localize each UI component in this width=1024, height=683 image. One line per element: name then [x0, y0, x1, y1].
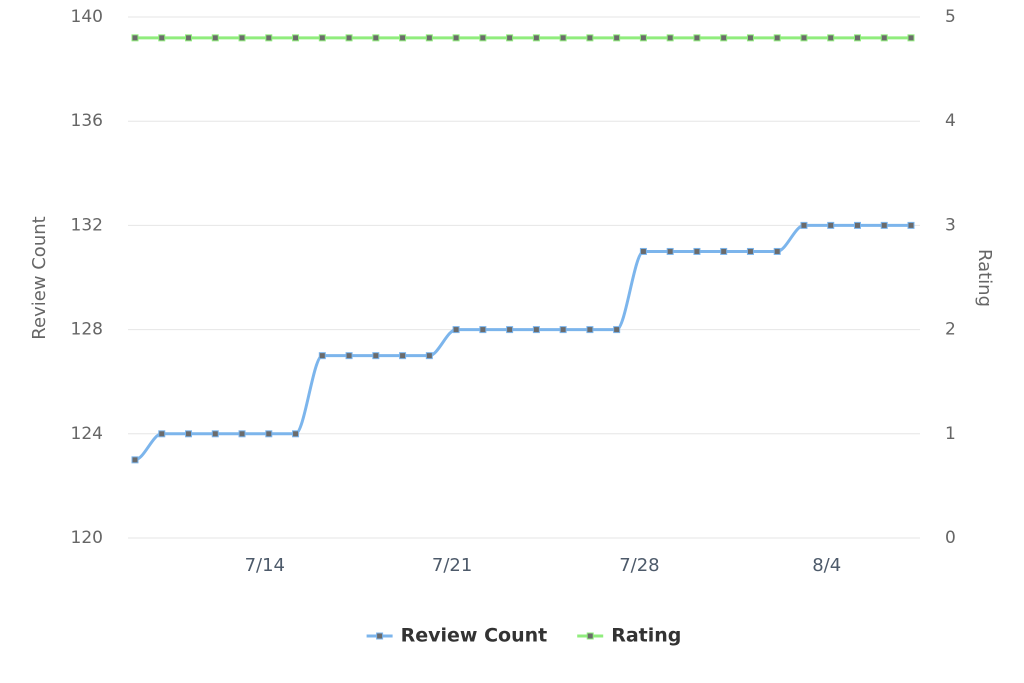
legend-symbol-marker	[376, 632, 384, 640]
point-marker	[399, 34, 407, 42]
point-marker	[292, 34, 300, 42]
point-marker	[238, 34, 246, 42]
point-marker	[265, 34, 273, 42]
legend: Review Count Rating	[366, 625, 681, 647]
point-marker	[425, 34, 433, 42]
point-marker	[613, 34, 621, 42]
point-marker	[773, 34, 781, 42]
point-marker	[559, 34, 567, 42]
point-marker	[880, 221, 888, 229]
point-marker	[506, 326, 514, 334]
point-marker	[479, 326, 487, 334]
point-marker	[827, 221, 835, 229]
point-marker	[185, 34, 193, 42]
point-marker	[800, 34, 808, 42]
point-marker	[613, 326, 621, 334]
point-marker	[158, 34, 166, 42]
y-tick-label: 136	[71, 111, 103, 131]
point-marker	[238, 430, 246, 438]
legend-item: Rating	[577, 625, 681, 647]
point-marker	[746, 34, 754, 42]
y-tick-label: 124	[71, 424, 103, 444]
y-tick-label: 132	[71, 215, 103, 235]
y2-tick-label: 5	[945, 7, 956, 27]
point-marker	[452, 326, 460, 334]
point-marker	[265, 430, 273, 438]
point-marker	[586, 34, 594, 42]
point-marker	[479, 34, 487, 42]
point-marker	[666, 247, 674, 255]
point-marker	[773, 247, 781, 255]
point-marker	[693, 247, 701, 255]
point-marker	[907, 34, 915, 42]
point-marker	[399, 352, 407, 360]
point-marker	[720, 247, 728, 255]
point-marker	[532, 326, 540, 334]
y2-tick-label: 3	[945, 215, 956, 235]
point-marker	[853, 221, 861, 229]
point-marker	[211, 34, 219, 42]
point-marker	[559, 326, 567, 334]
x-tick-label: 8/4	[812, 555, 841, 576]
point-marker	[372, 352, 380, 360]
point-marker	[292, 430, 300, 438]
point-marker	[345, 352, 353, 360]
point-marker	[506, 34, 514, 42]
y2-tick-label: 1	[945, 424, 956, 444]
point-marker	[158, 430, 166, 438]
x-tick-label: 7/14	[245, 555, 285, 576]
point-marker	[185, 430, 193, 438]
point-marker	[639, 34, 647, 42]
point-marker	[532, 34, 540, 42]
y-axis-title: Review Count	[29, 216, 50, 339]
point-marker	[880, 34, 888, 42]
point-marker	[131, 456, 139, 464]
legend-symbol-marker	[586, 632, 594, 640]
point-marker	[318, 352, 326, 360]
y-tick-label: 120	[71, 528, 103, 548]
point-marker	[693, 34, 701, 42]
point-marker	[666, 34, 674, 42]
point-marker	[853, 34, 861, 42]
y2-tick-label: 4	[945, 111, 956, 131]
y-tick-label: 140	[71, 7, 103, 27]
x-tick-label: 7/21	[432, 555, 472, 576]
point-marker	[131, 34, 139, 42]
y2-axis-title: Rating	[974, 249, 995, 307]
point-marker	[720, 34, 728, 42]
point-marker	[372, 34, 380, 42]
point-marker	[211, 430, 219, 438]
x-tick-label: 7/28	[619, 555, 659, 576]
point-marker	[452, 34, 460, 42]
legend-item: Review Count	[366, 625, 548, 647]
point-marker	[345, 34, 353, 42]
point-marker	[425, 352, 433, 360]
y-tick-label: 128	[71, 320, 103, 340]
series-line	[134, 223, 911, 462]
point-marker	[827, 34, 835, 42]
y2-tick-label: 0	[945, 528, 956, 548]
y2-tick-label: 2	[945, 320, 956, 340]
legend-label: Rating	[611, 625, 681, 647]
point-marker	[318, 34, 326, 42]
point-marker	[907, 221, 915, 229]
point-marker	[586, 326, 594, 334]
point-marker	[746, 247, 754, 255]
legend-label: Review Count	[401, 625, 548, 647]
point-marker	[800, 221, 808, 229]
point-marker	[639, 247, 647, 255]
